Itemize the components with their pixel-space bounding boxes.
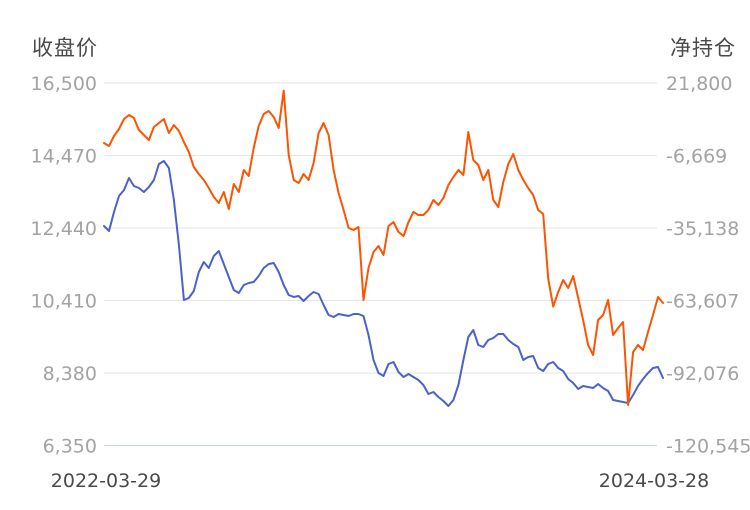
right-axis-tick: -120,545 <box>666 436 750 458</box>
left-axis-title: 收盘价 <box>32 36 98 60</box>
right-axis-tick: -92,076 <box>666 363 739 385</box>
left-axis-tick: 12,440 <box>31 218 97 240</box>
right-axis-tick: -35,138 <box>666 218 739 240</box>
left-axis-tick: 14,470 <box>31 146 97 168</box>
close-price-line <box>103 160 664 407</box>
net-position-line <box>103 89 664 406</box>
left-axis-tick: 16,500 <box>31 73 97 95</box>
right-axis-tick: 21,800 <box>666 73 732 95</box>
left-axis-tick: 10,410 <box>31 291 97 313</box>
x-axis-label-end: 2024-03-28 <box>598 470 710 492</box>
right-axis-tick: -6,669 <box>666 146 727 168</box>
left-axis-tick: 8,380 <box>43 363 97 385</box>
right-axis-title: 净持仓 <box>670 36 736 60</box>
left-axis-tick: 6,350 <box>43 436 97 458</box>
x-axis-label-start: 2022-03-29 <box>50 470 162 492</box>
right-axis-tick: -63,607 <box>666 291 739 313</box>
